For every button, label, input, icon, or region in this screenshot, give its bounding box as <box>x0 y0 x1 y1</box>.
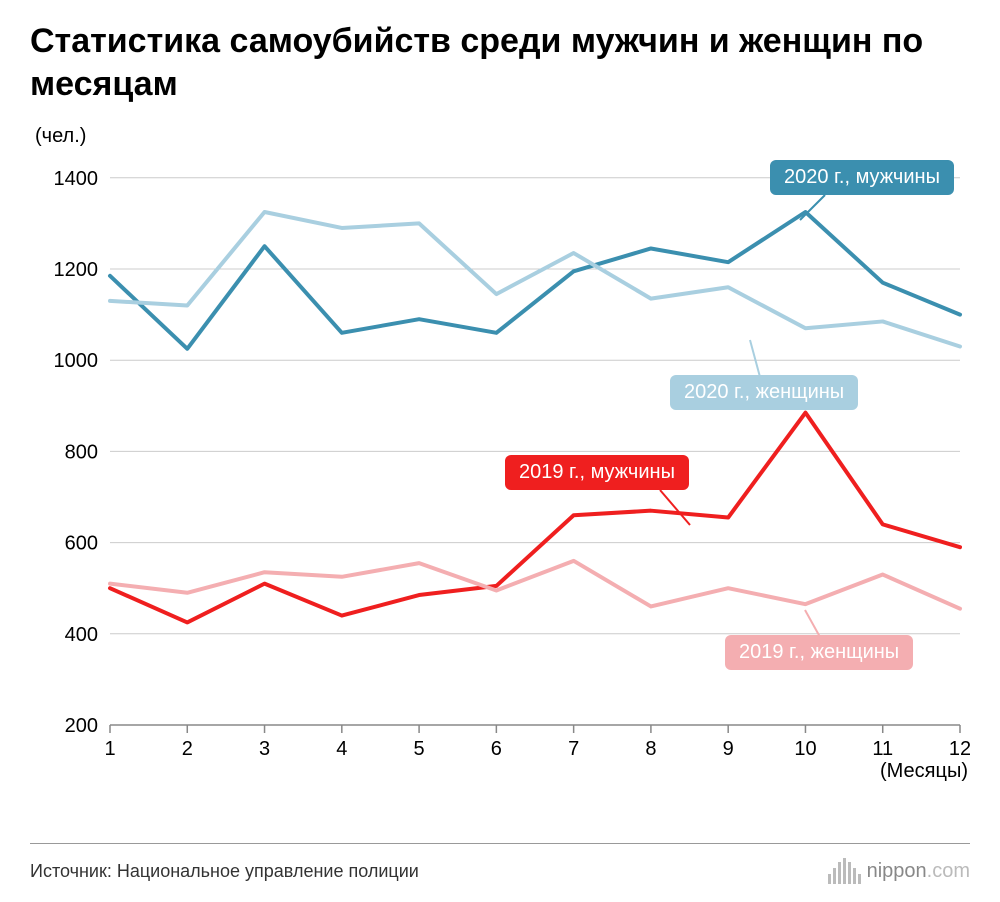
svg-text:9: 9 <box>723 738 734 760</box>
x-axis-title: (Месяцы) <box>880 760 968 783</box>
svg-text:1: 1 <box>104 738 115 760</box>
svg-text:7: 7 <box>568 738 579 760</box>
svg-text:6: 6 <box>491 738 502 760</box>
logo: nippon.com <box>828 858 970 884</box>
svg-text:200: 200 <box>65 715 98 737</box>
svg-text:400: 400 <box>65 624 98 646</box>
svg-text:10: 10 <box>794 738 816 760</box>
footer: Источник: Национальное управление полици… <box>30 843 970 884</box>
svg-text:2: 2 <box>182 738 193 760</box>
callout-women_2020: 2020 г., женщины <box>670 375 858 410</box>
series-men_2020 <box>110 212 960 349</box>
y-axis-unit: (чел.) <box>35 125 86 148</box>
source-text: Источник: Национальное управление полици… <box>30 861 419 882</box>
svg-text:8: 8 <box>645 738 656 760</box>
svg-text:3: 3 <box>259 738 270 760</box>
series-men_2019 <box>110 413 960 623</box>
svg-text:1400: 1400 <box>54 168 99 190</box>
svg-text:4: 4 <box>336 738 347 760</box>
logo-text: nippon <box>867 860 927 882</box>
svg-text:5: 5 <box>414 738 425 760</box>
callout-women_2019: 2019 г., женщины <box>725 635 913 670</box>
callout-men_2020: 2020 г., мужчины <box>770 160 954 195</box>
svg-text:12: 12 <box>949 738 970 760</box>
svg-text:800: 800 <box>65 441 98 463</box>
svg-text:1200: 1200 <box>54 259 99 281</box>
chart-title: Статистика самоубийств среди мужчин и же… <box>30 20 970 105</box>
logo-icon <box>828 858 861 884</box>
chart-container: (чел.) 200400600800100012001400123456789… <box>30 125 970 805</box>
series-women_2019 <box>110 561 960 609</box>
callout-men_2019: 2019 г., мужчины <box>505 455 689 490</box>
svg-text:600: 600 <box>65 533 98 555</box>
logo-suffix: .com <box>927 860 970 882</box>
svg-text:11: 11 <box>872 738 893 760</box>
svg-text:1000: 1000 <box>54 350 99 372</box>
line-chart: 200400600800100012001400123456789101112 <box>30 125 970 805</box>
